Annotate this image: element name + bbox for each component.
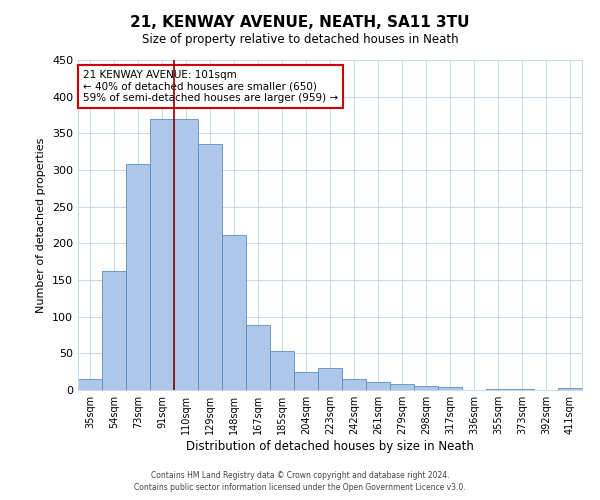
Bar [558, 388, 582, 390]
Bar [78, 379, 102, 390]
Bar [150, 118, 174, 390]
Bar [198, 144, 222, 390]
X-axis label: Distribution of detached houses by size in Neath: Distribution of detached houses by size … [186, 440, 474, 453]
Bar [294, 372, 318, 390]
Bar [414, 386, 438, 390]
Bar [342, 379, 366, 390]
Y-axis label: Number of detached properties: Number of detached properties [37, 138, 46, 312]
Bar [270, 351, 294, 390]
Bar [102, 271, 126, 390]
Bar [126, 164, 150, 390]
Text: Contains HM Land Registry data © Crown copyright and database right 2024.
Contai: Contains HM Land Registry data © Crown c… [134, 471, 466, 492]
Bar [174, 118, 198, 390]
Text: 21, KENWAY AVENUE, NEATH, SA11 3TU: 21, KENWAY AVENUE, NEATH, SA11 3TU [130, 15, 470, 30]
Bar [366, 382, 390, 390]
Bar [222, 234, 246, 390]
Text: 21 KENWAY AVENUE: 101sqm
← 40% of detached houses are smaller (650)
59% of semi-: 21 KENWAY AVENUE: 101sqm ← 40% of detach… [83, 70, 338, 103]
Bar [486, 388, 510, 390]
Bar [246, 326, 270, 390]
Bar [438, 387, 462, 390]
Text: Size of property relative to detached houses in Neath: Size of property relative to detached ho… [142, 32, 458, 46]
Bar [390, 384, 414, 390]
Bar [318, 368, 342, 390]
